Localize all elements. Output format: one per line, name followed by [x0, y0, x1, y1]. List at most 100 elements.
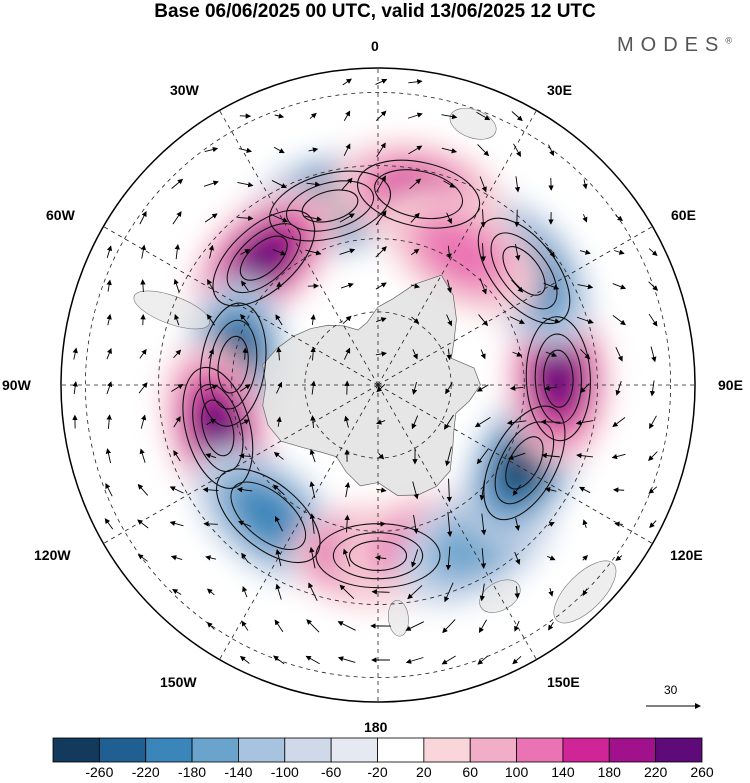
- colorbar-tick-label: -180: [178, 764, 207, 780]
- wind-vector: [407, 585, 423, 600]
- landmass-fragment: [388, 599, 409, 637]
- contour-line: [301, 189, 359, 223]
- meridian-line: [377, 384, 653, 544]
- wind-vector: [343, 143, 351, 156]
- wind-vector: [275, 314, 283, 326]
- wind-vector: [649, 520, 657, 529]
- wind-vector: [548, 621, 554, 631]
- wind-vector: [479, 583, 486, 602]
- wind-vector: [72, 347, 78, 360]
- wind-vector: [543, 282, 560, 290]
- wind-vector: [271, 180, 287, 188]
- wind-vector: [273, 146, 285, 154]
- anomaly-blob: [420, 219, 502, 286]
- wind-vector: [309, 513, 316, 534]
- lon-label-90e: 90E: [718, 377, 743, 393]
- wind-vector: [106, 279, 112, 292]
- wind-vector: [340, 282, 354, 289]
- anomaly-blob: [238, 234, 289, 282]
- wind-vector: [514, 620, 520, 632]
- wind-vector: [446, 348, 452, 361]
- wind-vector: [582, 214, 588, 223]
- brand-name: MODES: [617, 34, 726, 56]
- wind-vector: [172, 589, 182, 595]
- wind-vector: [411, 549, 419, 568]
- wind-vector: [140, 244, 147, 259]
- wind-vector: [480, 349, 486, 360]
- wind-vector: [443, 180, 456, 188]
- meridian-line: [377, 384, 537, 660]
- wind-vector: [344, 415, 350, 428]
- anomaly-blob: [236, 485, 301, 546]
- anomaly-blob: [539, 349, 578, 408]
- wind-vector: [410, 283, 420, 289]
- wind-vector: [171, 383, 184, 392]
- lon-label-120e: 120E: [670, 547, 703, 563]
- wind-vector: [375, 246, 387, 258]
- wind-vector: [172, 211, 182, 225]
- wind-vector: [205, 555, 217, 561]
- wind-vector: [378, 452, 385, 460]
- wind-vector: [579, 486, 591, 494]
- wind-vector: [239, 384, 251, 392]
- wind-vector: [376, 175, 386, 193]
- wind-vector: [615, 555, 623, 561]
- wind-vector: [171, 178, 184, 189]
- wind-vector: [241, 552, 249, 563]
- wind-vector: [614, 249, 625, 255]
- wind-vector: [405, 657, 424, 664]
- wind-vector: [276, 281, 282, 290]
- wind-vector: [476, 448, 489, 465]
- landmass-fragment: [133, 290, 210, 330]
- wind-vector: [441, 113, 458, 120]
- wind-vector: [582, 519, 588, 529]
- wind-vector: [305, 655, 320, 665]
- wind-vector: [106, 313, 112, 326]
- lon-label-150e: 150E: [547, 674, 580, 690]
- wind-vector: [648, 248, 658, 257]
- contour-line: [199, 302, 267, 427]
- wind-vector: [343, 110, 351, 121]
- colorbar-tick-label: -220: [131, 764, 160, 780]
- wind-vector: [582, 555, 588, 561]
- wind-vector: [139, 448, 146, 463]
- wind-vector: [208, 244, 215, 259]
- wind-vector: [509, 316, 525, 324]
- wind-vector: [446, 245, 452, 260]
- wind-vector: [376, 142, 386, 158]
- wind-vector: [305, 249, 322, 256]
- wind-vector: [204, 384, 218, 391]
- wind-vector: [204, 213, 218, 223]
- wind-vector: [547, 555, 556, 561]
- wind-vector: [310, 415, 316, 428]
- wind-vector: [339, 213, 355, 223]
- wind-vector: [474, 416, 491, 428]
- wind-vector: [208, 348, 214, 359]
- lon-label-150w: 150W: [160, 674, 197, 690]
- wind-vector: [238, 453, 251, 459]
- wind-vector: [548, 588, 554, 597]
- wind-vector: [413, 514, 419, 534]
- wind-vector: [409, 178, 422, 190]
- wind-vector: [411, 415, 419, 430]
- colorbar-tick-label: 180: [597, 764, 621, 780]
- wind-vector: [376, 487, 387, 493]
- wind-vector: [412, 349, 418, 360]
- meridian-line: [377, 110, 537, 386]
- wind-vector: [140, 414, 147, 429]
- wind-vector: [479, 278, 487, 295]
- wind-vectors: [72, 78, 659, 665]
- lon-label-30e: 30E: [547, 82, 572, 98]
- wind-vector: [612, 417, 626, 427]
- wind-vector: [139, 211, 147, 225]
- wind-vector: [479, 176, 487, 193]
- wind-vector: [408, 79, 423, 85]
- wind-vector: [649, 415, 657, 429]
- wind-vector: [375, 110, 387, 122]
- wind-vector: [238, 520, 252, 527]
- wind-vector: [547, 522, 555, 527]
- wind-vector: [511, 279, 524, 293]
- wind-vector: [442, 619, 456, 634]
- wind-vector: [544, 487, 557, 493]
- wind-vector: [514, 517, 521, 532]
